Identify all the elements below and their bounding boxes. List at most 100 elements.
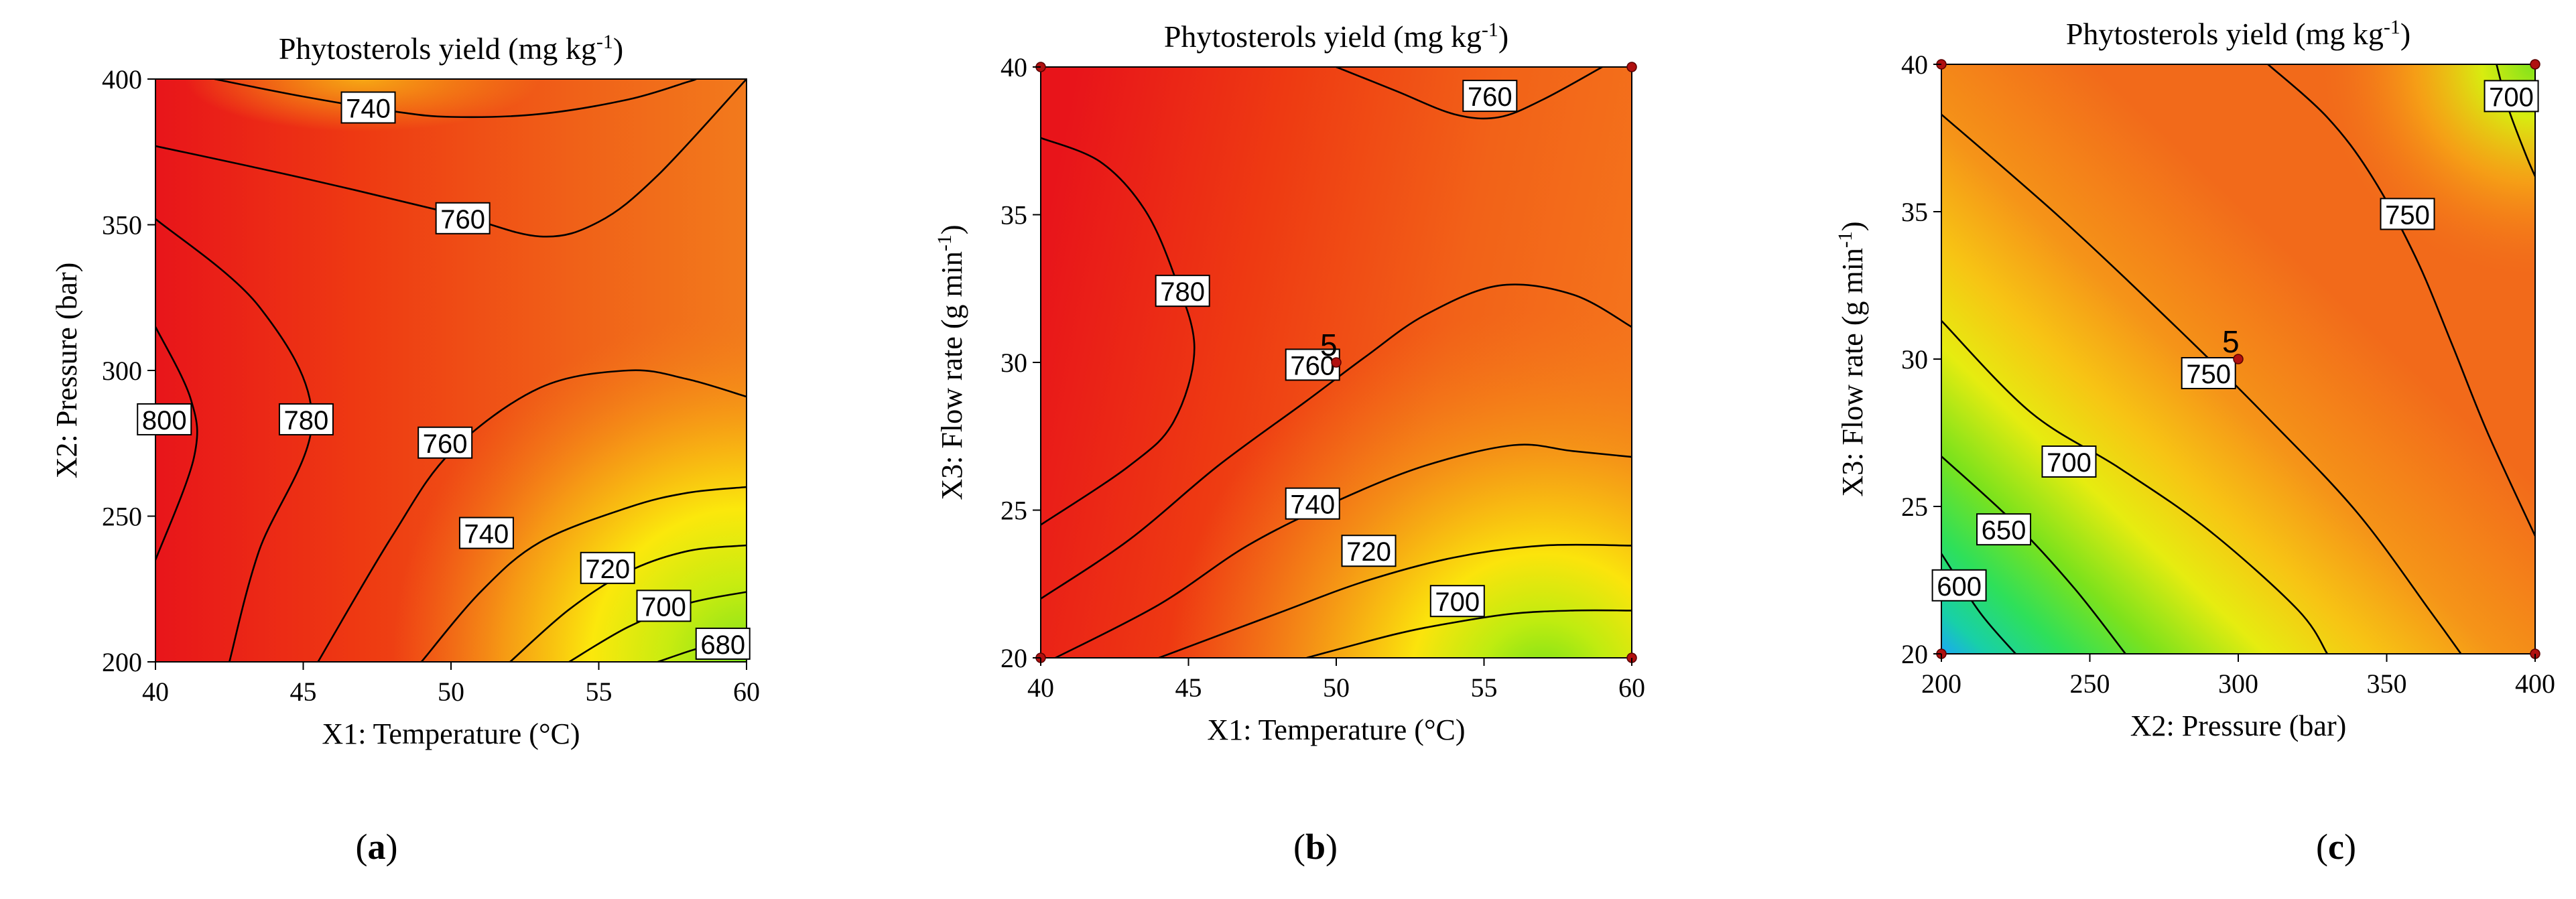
contour-label-700: 700 [1429, 585, 1485, 618]
x-axis-label: X1: Temperature (°C) [1207, 713, 1465, 746]
x-tick-label: 40 [142, 677, 169, 707]
contour-label-700: 700 [2041, 445, 2097, 478]
contour-label-box [340, 91, 396, 124]
panel-label: (b) [1293, 827, 1338, 867]
contour-label-box [1462, 80, 1518, 113]
contour-label-750: 750 [2181, 357, 2236, 389]
panel-label: (a) [356, 827, 398, 867]
contour-label-text: 750 [2385, 200, 2430, 230]
contour-label-text: 780 [284, 406, 329, 435]
y-tick-label: 30 [1001, 348, 1027, 378]
design-point [2530, 59, 2540, 70]
x-tick-label: 40 [1027, 673, 1054, 703]
panel-label: (c) [2316, 827, 2356, 867]
contour-line-740 [1055, 443, 1632, 658]
contour-label-text: 650 [1982, 516, 2026, 545]
contour-label-800: 800 [137, 403, 192, 435]
y-tick-label: 20 [1901, 639, 1928, 669]
y-tick-label: 30 [1901, 344, 1928, 374]
x-tick-label: 250 [2070, 669, 2110, 699]
contour-label-text: 740 [346, 94, 391, 124]
y-tick-label: 200 [102, 647, 142, 677]
contour-label-text: 600 [1937, 572, 1982, 602]
x-tick-label: 60 [733, 677, 760, 707]
contour-label-box [278, 403, 334, 435]
contour-line-650 [1941, 456, 2126, 654]
y-tick-label: 25 [1901, 492, 1928, 522]
y-axis-label: X2: Pressure (bar) [50, 263, 83, 479]
design-point [1331, 357, 1342, 368]
x-tick-label: 50 [438, 677, 464, 707]
contour-label-780: 780 [1155, 275, 1210, 307]
contour-label-text: 680 [700, 630, 745, 660]
contour-label-text: 700 [641, 592, 686, 622]
contour-line-760 [1041, 283, 1632, 600]
y-tick-label: 250 [102, 502, 142, 532]
contour-label-text: 780 [1160, 277, 1205, 307]
contour-line-750 [1941, 113, 2462, 654]
contour-label-text: 760 [423, 429, 468, 459]
contour-line-780 [1041, 137, 1196, 526]
contour-label-box [580, 551, 635, 584]
contour-label-box [1976, 513, 2032, 546]
y-tick-label: 35 [1001, 200, 1027, 230]
contour-label-box [1285, 348, 1340, 381]
design-point [2233, 354, 2244, 364]
contour-line-700 [1941, 320, 2328, 654]
contour-label-750: 750 [2380, 198, 2435, 230]
contour-label-box [636, 590, 692, 622]
x-tick-label: 45 [290, 677, 317, 707]
y-axis-label-group: X2: Pressure (bar) [50, 263, 83, 479]
center-point-count: 5 [1320, 328, 1338, 362]
contour-label-box [2181, 357, 2236, 389]
contour-label-box [1429, 585, 1485, 618]
contour-line-800 [155, 326, 198, 561]
y-axis-label: X3: Flow rate (g min-1) [933, 224, 968, 500]
contour-label-720: 720 [580, 551, 635, 584]
x-tick-label: 55 [586, 677, 613, 707]
contour-line-720 [1158, 543, 1632, 658]
contour-label-text: 700 [2489, 82, 2534, 112]
y-axis-label-group: X3: Flow rate (g min-1) [1834, 221, 1869, 496]
contour-label-780: 780 [278, 403, 334, 435]
contour-label-700: 700 [636, 590, 692, 622]
contour-label-650: 650 [1976, 513, 2032, 546]
y-tick-label: 400 [102, 64, 142, 94]
contour-label-680: 680 [695, 627, 751, 660]
x-tick-label: 50 [1323, 673, 1350, 703]
contour-label-box [1931, 569, 1987, 602]
contour-label-text: 760 [1290, 351, 1335, 381]
contour-label-760: 760 [417, 426, 473, 459]
contour-label-740: 740 [340, 91, 396, 124]
contour-label-text: 700 [1435, 587, 1480, 617]
contour-label-700: 700 [2484, 80, 2539, 113]
contour-label-box [2484, 80, 2539, 113]
contour-label-text: 720 [1346, 537, 1391, 567]
contour-line-600 [1941, 553, 2016, 654]
y-tick-label: 40 [1001, 52, 1027, 82]
contour-label-text: 700 [2047, 448, 2091, 478]
contour-label-text: 800 [142, 406, 187, 435]
contour-label-text: 750 [2186, 360, 2231, 389]
chart-panel-a: 800 780 760 760 740 740 720 700 680 40 45 50 55 60 200… [50, 31, 760, 867]
x-tick-label: 200 [1921, 669, 1961, 699]
chart-panel-b: 780 760 760 740 720 700 5 40 45 50 55 60 20 25 30 35 40 P… [933, 19, 1645, 867]
chart-title: Phytosterols yield (mg kg-1) [1164, 19, 1508, 54]
y-axis-label-group: X3: Flow rate (g min-1) [933, 224, 968, 500]
x-axis-label: X1: Temperature (°C) [322, 717, 580, 750]
contour-label-600: 600 [1931, 569, 1987, 602]
contour-label-text: 740 [1290, 490, 1335, 520]
contour-label-box [137, 403, 192, 435]
x-tick-label: 55 [1471, 673, 1498, 703]
contour-label-740: 740 [1285, 487, 1340, 520]
contour-label-box [1285, 487, 1340, 520]
contour-label-740: 740 [458, 516, 514, 549]
y-tick-label: 40 [1901, 50, 1928, 80]
contour-label-box [1341, 535, 1397, 567]
contour-lines [1941, 64, 2535, 654]
y-tick-label: 20 [1001, 643, 1027, 673]
contour-label-720: 720 [1341, 535, 1397, 567]
contour-line-750 [2267, 64, 2535, 537]
contour-line-760 [317, 369, 747, 662]
